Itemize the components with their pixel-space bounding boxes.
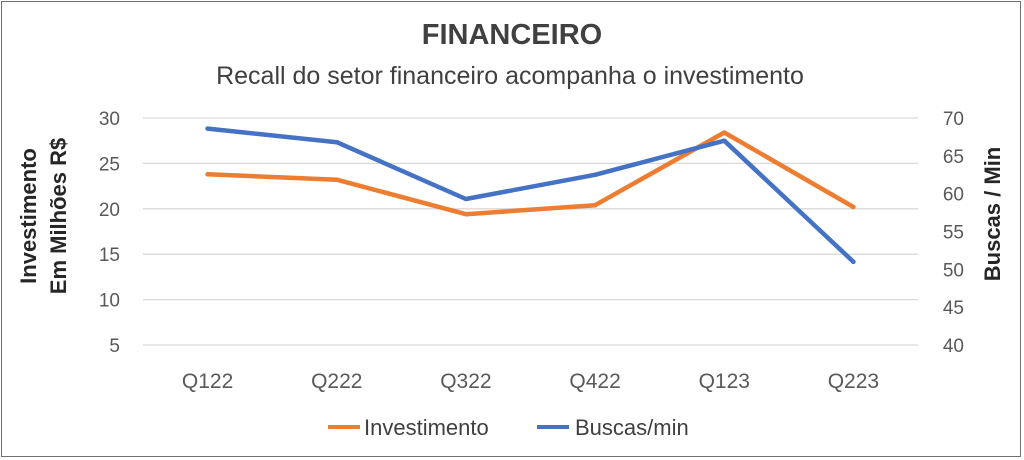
right-tick-label: 70 bbox=[943, 109, 964, 130]
right-tick-label: 55 bbox=[943, 223, 964, 244]
left-tick-label: 25 bbox=[99, 154, 120, 175]
data-point-investimento bbox=[722, 130, 727, 135]
right-tick-label: 60 bbox=[943, 185, 964, 206]
x-tick-label: Q422 bbox=[569, 370, 620, 393]
left-axis-title-line1: Investimento bbox=[16, 148, 41, 284]
x-tick-label: Q123 bbox=[699, 370, 750, 393]
legend-label-buscas: Buscas/min bbox=[575, 415, 689, 440]
data-point-investimento bbox=[463, 212, 469, 217]
data-point-investimento bbox=[205, 172, 210, 177]
data-point-buscas-min bbox=[592, 172, 598, 177]
data-point-buscas-min bbox=[205, 126, 210, 131]
data-point-buscas-min bbox=[334, 140, 339, 145]
right-tick-label: 65 bbox=[943, 147, 964, 168]
gridlines bbox=[143, 117, 918, 346]
x-tick-label: Q122 bbox=[182, 370, 233, 393]
right-axis-title: Buscas / Min bbox=[980, 147, 1005, 281]
left-tick-label: 5 bbox=[109, 336, 120, 357]
x-axis-labels: Q122 Q222 Q322 Q422 Q123 Q223 bbox=[182, 370, 879, 393]
right-tick-label: 40 bbox=[943, 336, 964, 357]
legend: Investimento Buscas/min bbox=[328, 415, 689, 440]
left-axis-ticks: 5 10 15 20 25 30 bbox=[99, 109, 120, 357]
series-lines bbox=[205, 126, 856, 265]
data-point-buscas-min bbox=[463, 196, 469, 202]
left-tick-label: 20 bbox=[99, 200, 120, 221]
series-line-buscas-min bbox=[205, 126, 856, 265]
x-tick-label: Q222 bbox=[311, 370, 362, 393]
legend-label-investimento: Investimento bbox=[364, 415, 489, 440]
data-point-buscas-min bbox=[851, 259, 856, 264]
left-tick-label: 10 bbox=[99, 291, 120, 312]
right-tick-label: 50 bbox=[943, 260, 964, 281]
chart-subtitle: Recall do setor financeiro acompanha o i… bbox=[216, 62, 804, 90]
left-axis-title-line2: Em Milhões R$ bbox=[46, 138, 71, 294]
left-tick-label: 15 bbox=[99, 245, 120, 266]
x-tick-label: Q322 bbox=[440, 370, 491, 393]
data-point-investimento bbox=[851, 204, 856, 210]
left-tick-label: 30 bbox=[99, 109, 120, 130]
chart-title: FINANCEIRO bbox=[422, 19, 602, 51]
right-tick-label: 45 bbox=[943, 298, 964, 319]
data-point-investimento bbox=[592, 202, 598, 208]
x-tick-label: Q223 bbox=[828, 370, 879, 393]
data-point-buscas-min bbox=[722, 138, 727, 143]
right-axis-ticks: 40 45 50 55 60 65 70 bbox=[943, 109, 964, 357]
series-line-investimento bbox=[205, 130, 856, 217]
data-point-investimento bbox=[334, 177, 339, 182]
